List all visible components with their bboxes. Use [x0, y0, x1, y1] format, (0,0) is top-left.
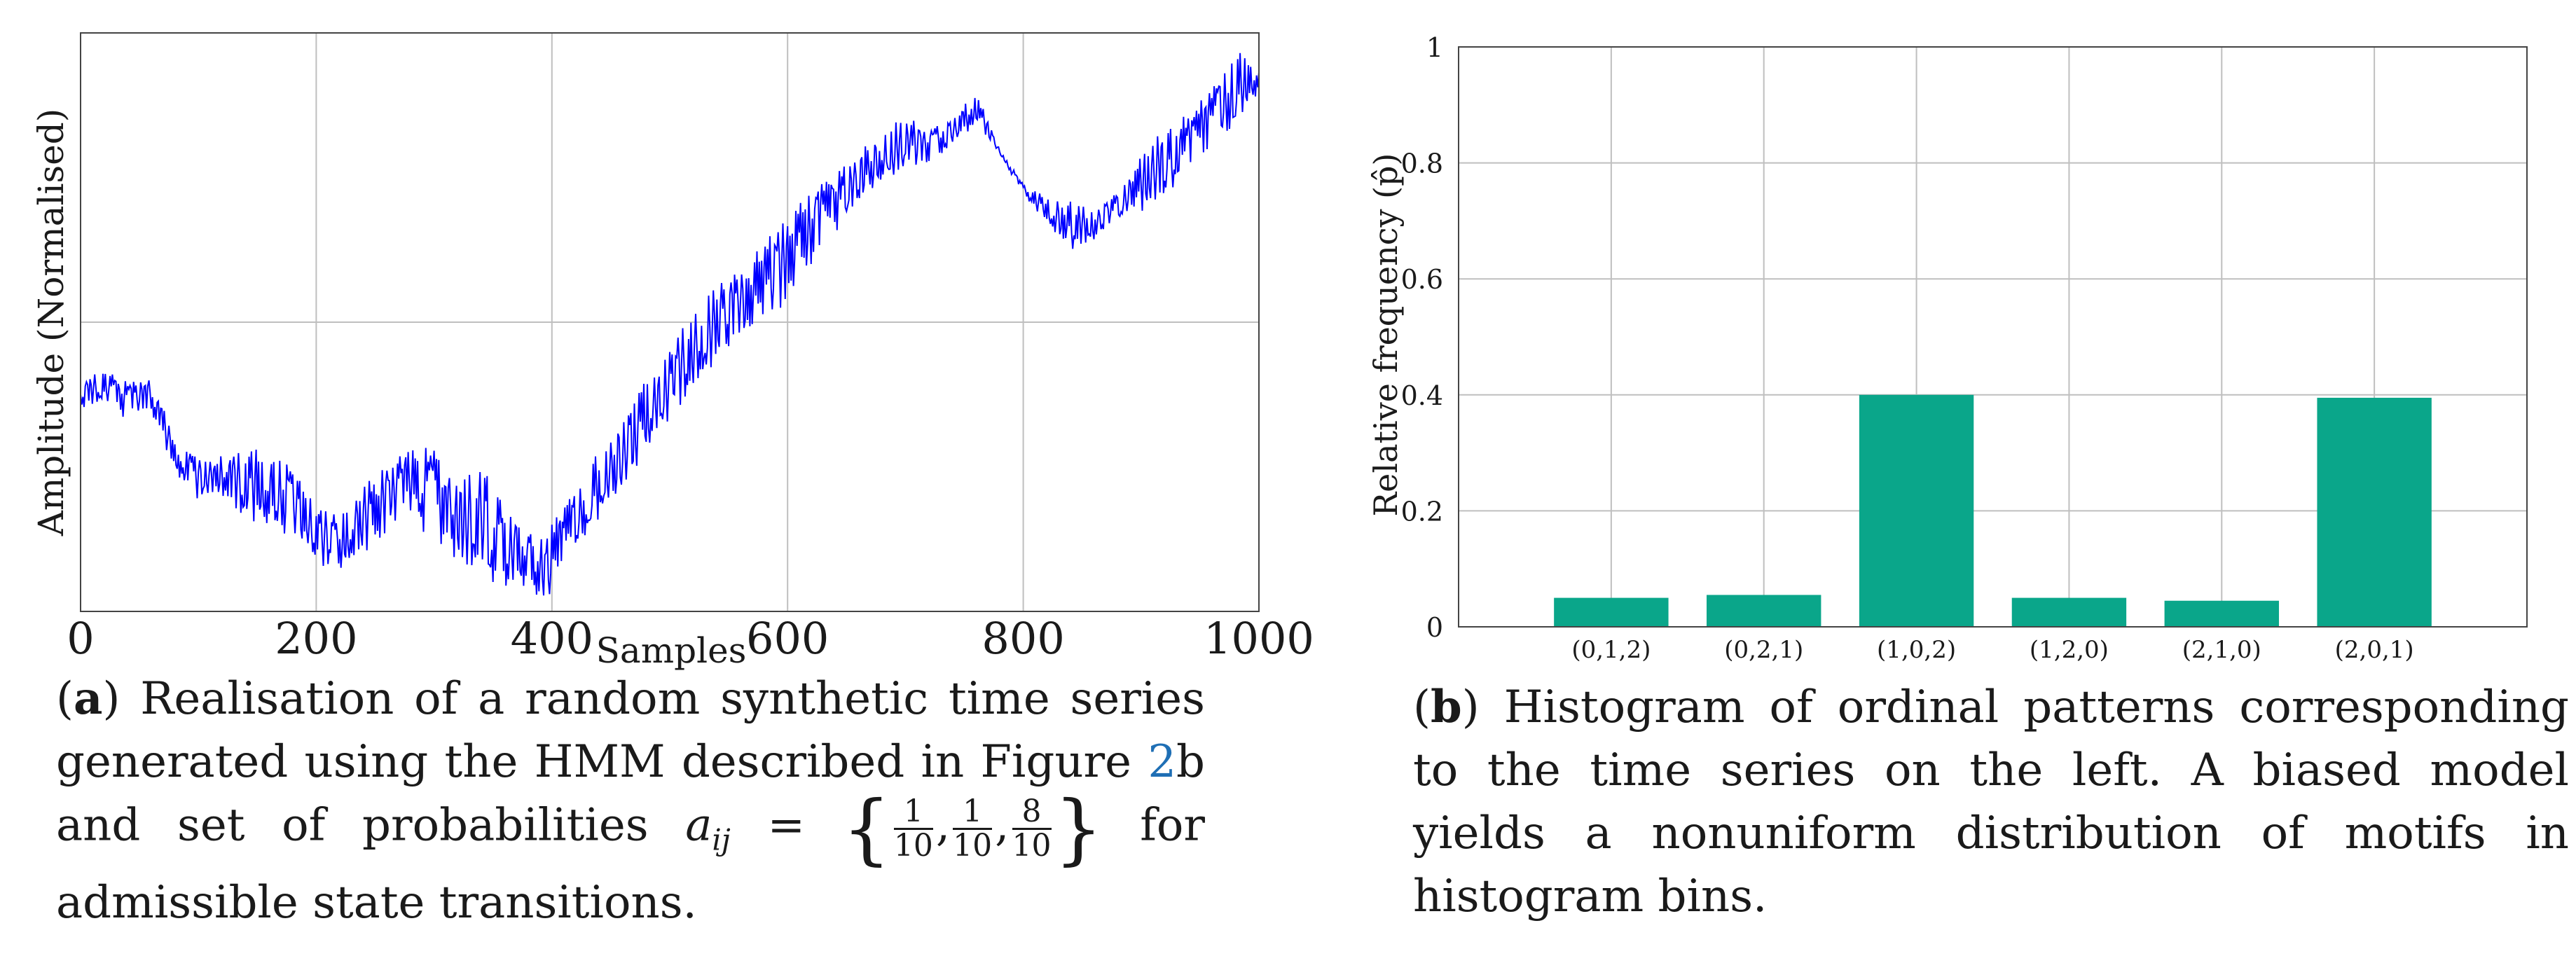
chart-a-series-line — [80, 53, 1260, 596]
caption-a-figure-ref[interactable]: 2 — [1148, 736, 1177, 788]
chart-b-y-tick-label: 0 — [1426, 612, 1443, 643]
chart-b-bar — [2317, 397, 2432, 627]
chart-a-grid — [80, 33, 1260, 611]
chart-b-x-tick-label: (1,2,0) — [2030, 636, 2109, 664]
caption-a-fraction: 1 10 — [893, 793, 933, 864]
chart-b: 0 0.2 0.4 0.6 0.8 1 (0,1,2) (0,2,1) (1,0,2) (1,2… — [1367, 32, 2528, 664]
caption-a: (a) Realisation of a random synthetic ti… — [56, 672, 1206, 929]
caption-a-math-var: a — [685, 799, 712, 852]
caption-a-fraction: 8 10 — [1012, 793, 1052, 864]
chart-a-y-label: Amplitude (Normalised) — [31, 109, 71, 537]
chart-a-x-tick-label: 400 — [511, 613, 593, 664]
chart-a-plot-frame — [80, 32, 1260, 612]
chart-b-bars — [1554, 394, 2432, 627]
chart-b-y-tick-label: 0.4 — [1401, 380, 1443, 411]
figure: 0 200 400 600 800 1000 Samples Amplitude (Nor… — [31, 32, 2528, 671]
caption-a-brace-open: { — [841, 784, 891, 873]
caption-a-label: a — [73, 672, 103, 725]
chart-b-x-tick-label: (0,1,2) — [1571, 636, 1651, 664]
chart-b-bar — [1707, 595, 1821, 627]
chart-b-y-tick-label: 0.6 — [1401, 264, 1443, 295]
chart-b-bar — [1554, 597, 1669, 627]
chart-a: 0 200 400 600 800 1000 Samples Amplitude (Nor… — [31, 32, 1314, 671]
chart-a-x-tick-label: 800 — [982, 613, 1064, 664]
caption-a-text-2: b and set of probabilities — [56, 736, 1205, 852]
chart-a-x-tick-label: 600 — [746, 613, 829, 664]
caption-a-text-3: for admissible state transitions. — [56, 799, 1206, 929]
chart-a-x-tick-label: 200 — [275, 613, 357, 664]
chart-b-bar — [1859, 394, 1974, 627]
chart-a-x-tick-label: 0 — [67, 613, 94, 664]
chart-b-bar — [2164, 600, 2279, 627]
caption-a-math-eq: = — [730, 799, 842, 852]
caption-b: (b) Histogram of ordinal patterns corres… — [1413, 681, 2570, 922]
chart-b-y-tick-label: 1 — [1426, 32, 1443, 63]
chart-b-y-ticks: 0 0.2 0.4 0.6 0.8 1 — [1401, 32, 1443, 643]
chart-b-y-label: Relative frequency (p̂) — [1367, 153, 1405, 517]
caption-a-fraction: 1 10 — [953, 793, 993, 864]
caption-a-math-sub: ij — [712, 822, 731, 857]
chart-b-x-tick-label: (1,0,2) — [1877, 636, 1956, 664]
chart-a-x-tick-label: 1000 — [1204, 613, 1314, 664]
chart-b-x-tick-label: (2,0,1) — [2335, 636, 2414, 664]
chart-b-x-ticks: (0,1,2) (0,2,1) (1,0,2) (1,2,0) (2,1,0) (2,0,… — [1571, 636, 2413, 664]
chart-b-bar — [2011, 597, 2127, 627]
chart-a-x-ticks: 0 200 400 600 800 1000 — [67, 613, 1314, 664]
chart-b-y-tick-label: 0.8 — [1401, 148, 1443, 179]
caption-b-text: Histogram of ordinal patterns correspond… — [1413, 681, 2570, 922]
chart-b-x-tick-label: (0,2,1) — [1724, 636, 1803, 664]
chart-a-x-label: Samples — [596, 630, 747, 671]
chart-b-y-tick-label: 0.2 — [1401, 496, 1443, 527]
caption-a-text-1: Realisation of a random synthetic time s… — [56, 673, 1206, 788]
chart-b-x-tick-label: (2,1,0) — [2182, 636, 2261, 664]
chart-b-plot-frame — [1458, 46, 2528, 628]
caption-b-label: b — [1430, 681, 1462, 733]
caption-a-brace-close: } — [1054, 784, 1103, 873]
